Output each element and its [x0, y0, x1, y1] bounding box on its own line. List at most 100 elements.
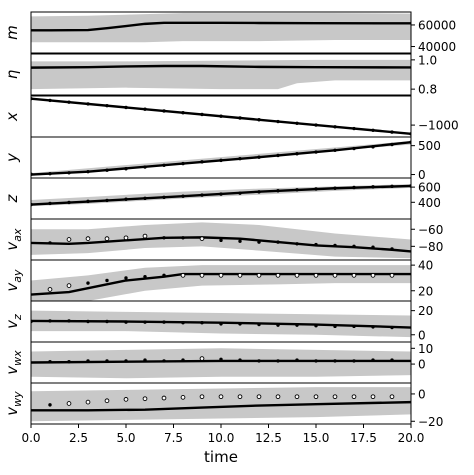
data-point-vz-16: [333, 324, 337, 329]
data-point-vax-7: [181, 236, 185, 240]
data-point-x-15: [314, 123, 318, 127]
panel-vwx: 0 10 vwx: [3, 341, 433, 384]
data-point-vwx-6: [162, 359, 166, 363]
series-line-vax: [31, 236, 411, 253]
data-point-z-10: [219, 192, 223, 196]
ylabel-x: x: [3, 112, 21, 122]
data-point-y-17: [352, 146, 356, 151]
data-point-x-12: [257, 118, 261, 122]
data-point-vz-11: [238, 322, 242, 326]
data-point-vz-9: [200, 321, 204, 325]
xtick-label-0: 0.0: [21, 431, 40, 445]
uncertainty-band-eta: [31, 59, 411, 90]
data-point-x-19: [390, 130, 394, 134]
data-point-vwx-18: [390, 358, 394, 362]
ytick-label-vwy-1: −20: [418, 415, 443, 429]
data-point-vwy-7: [180, 395, 186, 400]
data-point-vwy-3: [104, 398, 110, 404]
data-point-vwx-14: [314, 359, 318, 363]
data-point-vwx-11: [257, 359, 261, 363]
data-point-vwx-12: [276, 359, 280, 363]
ylabel-eta: η: [3, 69, 21, 79]
data-point-vwx-8: [199, 356, 205, 361]
ylabel-vwx: vwx: [3, 350, 24, 375]
data-point-vax-18: [390, 247, 394, 251]
data-point-x-18: [371, 128, 375, 133]
data-point-vwx-15: [333, 359, 337, 363]
data-point-x-4: [105, 103, 109, 108]
data-point-vax-4: [123, 235, 129, 241]
xtick-label-2: 5.0: [116, 431, 135, 445]
data-point-vay-2: [86, 281, 90, 285]
data-point-x-7: [162, 109, 166, 113]
panel-vax: −80 −60 vax: [3, 218, 443, 261]
data-point-vax-1: [66, 237, 72, 242]
ytick-label-vz-0: 0: [418, 328, 426, 342]
data-point-vwy-1: [66, 401, 72, 406]
data-point-x-11: [238, 116, 242, 120]
series-line-eta: [31, 64, 411, 69]
data-point-vwx-7: [181, 358, 185, 362]
data-point-vwy-0: [48, 403, 52, 407]
data-point-vay-18: [389, 273, 395, 278]
ylabel-y: y: [3, 152, 21, 163]
ytick-label-vay-1: 40: [418, 259, 433, 273]
data-point-vax-6: [162, 236, 166, 240]
data-point-vz-17: [352, 324, 356, 329]
ytick-label-vwy-0: 0: [418, 387, 426, 401]
data-point-z-4: [105, 198, 109, 203]
data-point-y-18: [371, 145, 375, 149]
data-point-y-15: [314, 150, 318, 154]
xtick-label-1: 2.5: [69, 431, 88, 445]
data-point-z-5: [124, 197, 128, 201]
xtick-label-4: 10.0: [208, 431, 235, 445]
data-point-x-14: [295, 121, 299, 125]
data-point-vay-11: [256, 273, 262, 278]
data-point-vz-3: [86, 319, 90, 324]
data-point-vay-5: [143, 274, 147, 279]
data-point-vz-13: [276, 323, 280, 327]
ytick-label-x-0: −1000: [418, 119, 459, 133]
series-line-m: [31, 21, 411, 32]
data-point-vax-14: [314, 242, 318, 247]
data-point-vax-13: [295, 242, 299, 246]
ytick-label-vwx-0: 0: [418, 358, 426, 372]
data-point-y-9: [200, 160, 204, 164]
data-point-z-15: [314, 187, 318, 191]
ytick-label-vz-1: 20: [418, 304, 433, 318]
data-point-y-16: [333, 148, 337, 152]
axes-frame-eta: [30, 53, 412, 96]
data-point-vwx-16: [352, 359, 356, 363]
ytick-label-eta-1: 1.0: [418, 53, 437, 67]
data-point-y-2: [67, 171, 71, 175]
xtick-label-5: 12.5: [255, 431, 282, 445]
data-point-x-9: [200, 112, 204, 117]
data-point-vay-17: [370, 273, 376, 278]
data-point-vax-0: [48, 241, 52, 245]
data-point-vwy-18: [389, 394, 395, 400]
data-point-vax-12: [276, 240, 280, 244]
x-axis: 0.0 2.5 5.0 7.5 10.0 12.5 15.0 17.5 20.0 time: [21, 424, 424, 466]
data-point-vay-0: [47, 287, 53, 292]
data-point-vwy-15: [332, 394, 338, 400]
data-point-vwy-12: [275, 394, 281, 400]
data-point-vwy-14: [313, 394, 319, 400]
data-point-y-12: [257, 155, 261, 159]
data-point-vay-14: [313, 273, 319, 278]
data-point-vax-15: [333, 243, 337, 248]
data-point-z-11: [238, 191, 242, 195]
panel-x: −1000 x: [3, 95, 459, 138]
ytick-label-vax-0: −80: [418, 240, 443, 254]
panel-y: 0 500 y: [3, 136, 441, 182]
xtick-label-6: 15.0: [303, 431, 330, 445]
data-point-y-5: [124, 167, 128, 171]
data-point-x-13: [276, 119, 280, 124]
data-point-vwx-2: [86, 359, 90, 363]
uncertainty-band-vwx: [31, 348, 411, 379]
xtick-label-3: 7.5: [164, 431, 183, 445]
data-point-vwy-8: [199, 394, 205, 400]
plot-area-vax: [31, 222, 411, 259]
data-point-z-3: [86, 199, 90, 204]
data-point-y-11: [238, 156, 242, 161]
